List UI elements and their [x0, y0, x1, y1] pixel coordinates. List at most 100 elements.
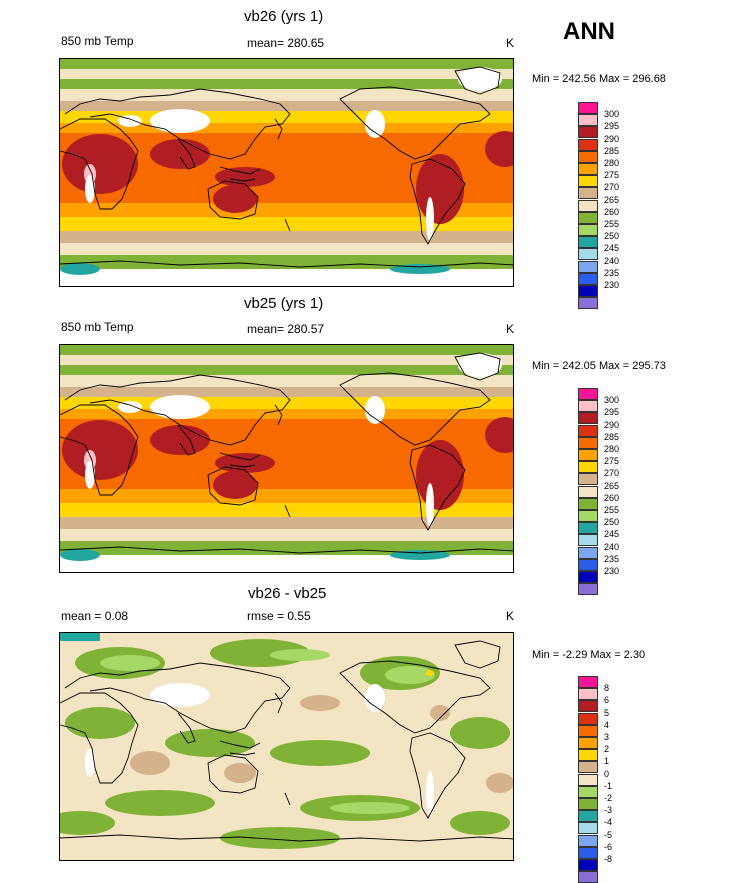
colorbar-swatch — [578, 737, 598, 749]
terrain-mask — [118, 401, 142, 413]
colorbar-tick-label: 255 — [604, 505, 620, 515]
temperature-band — [60, 101, 513, 111]
colorbar-swatch — [578, 798, 598, 810]
panel1-contour-plot — [60, 59, 513, 286]
coastline — [339, 660, 491, 734]
colorbar-swatch — [578, 400, 598, 413]
colorbar-swatch — [578, 583, 598, 596]
temperature-band — [60, 387, 513, 397]
colorbar-tick-label: 265 — [604, 194, 620, 205]
colorbar-swatch — [578, 485, 598, 498]
colorbar-swatch — [578, 461, 598, 474]
coastline — [219, 166, 261, 182]
temperature-band — [60, 355, 513, 365]
colorbar-swatch — [578, 712, 598, 725]
colorbar-tick-label: 4 — [604, 719, 610, 730]
colorbar-tick-label: 255 — [604, 219, 620, 229]
colorbar-swatch — [578, 114, 598, 127]
positive-anomaly — [486, 773, 513, 793]
coastline — [207, 180, 259, 220]
temperature-band — [60, 217, 513, 231]
coastline — [454, 640, 501, 669]
colorbar-swatch — [578, 822, 598, 835]
terrain-mask — [150, 395, 210, 419]
temperature-band — [60, 89, 513, 101]
colorbar-tick-label: 260 — [604, 492, 620, 503]
terrain-mask — [150, 109, 210, 133]
colorbar-tick-label: 2 — [604, 744, 610, 755]
negative-anomaly — [450, 717, 510, 749]
terrain-mask — [118, 115, 142, 127]
colorbar-tick-label: 275 — [604, 170, 620, 181]
temperature-band — [60, 203, 513, 217]
colorbar-tick-label: 280 — [604, 444, 620, 454]
terrain-mask — [458, 353, 502, 377]
panel1-minmax: Min = 242.56 Max = 296.68 — [532, 73, 666, 85]
colorbar-swatch — [578, 102, 598, 114]
coastline — [409, 732, 466, 819]
warm-region — [416, 154, 464, 224]
colorbar-tick-label: 250 — [604, 517, 620, 528]
warm-region — [485, 131, 513, 167]
positive-anomaly — [130, 751, 170, 775]
temperature-band — [60, 489, 513, 503]
colorbar-swatch — [578, 473, 598, 486]
colorbar-swatch — [578, 297, 598, 310]
coastline — [177, 138, 196, 170]
terrain-mask — [85, 461, 95, 489]
panel1-units: K — [506, 36, 515, 50]
colorbar-tick-label: 0 — [604, 768, 610, 779]
coastline — [60, 118, 139, 210]
negative-anomaly — [270, 740, 370, 766]
panel3-rmse: rmse = 0.55 — [247, 609, 311, 623]
terrain-mask — [85, 749, 95, 777]
colorbar-swatch — [578, 546, 598, 559]
colorbar-swatch — [578, 248, 598, 261]
colorbar-swatch — [578, 436, 598, 449]
colorbar-tick-label: 290 — [604, 419, 620, 430]
coastline — [274, 404, 291, 518]
panel3-contour-plot — [60, 633, 513, 860]
colorbar-swatch — [578, 163, 598, 175]
negative-anomaly — [220, 827, 340, 849]
colorbar-swatch — [578, 522, 598, 535]
coastline — [177, 712, 196, 744]
panel3-map — [59, 632, 514, 861]
colorbar-tick-label: -4 — [604, 817, 613, 828]
colorbar-tick-label: 240 — [604, 255, 620, 266]
colorbar-swatch — [578, 688, 598, 701]
panel1-variable: 850 mb Temp — [61, 34, 134, 48]
colorbar-tick-label: 270 — [604, 468, 620, 479]
temperature-band — [60, 365, 513, 375]
colorbar-tick-label: 6 — [604, 695, 610, 706]
panel1-title: vb26 (yrs 1) — [244, 8, 324, 25]
colorbar-tick-label: 300 — [604, 395, 620, 406]
cold-region — [60, 549, 100, 561]
colorbar-tick-label: 290 — [604, 133, 620, 144]
panel3-mean: mean = 0.08 — [61, 609, 129, 623]
temperature-band — [60, 503, 513, 517]
negative-anomaly — [165, 729, 255, 757]
colorbar-swatch — [578, 700, 598, 713]
colorbar-tick-label: 245 — [604, 529, 620, 540]
coastline — [60, 546, 513, 554]
colorbar-swatch — [578, 175, 598, 188]
colorbar-swatch — [578, 834, 598, 847]
colorbar-swatch — [578, 236, 598, 249]
coastline — [207, 466, 259, 506]
colorbar-tick-label: 230 — [604, 280, 620, 290]
colorbar-tick-label: 8 — [604, 683, 610, 694]
panel2-contour-plot — [60, 345, 513, 572]
colorbar-swatch — [578, 558, 598, 571]
colorbar-tick-label: -2 — [604, 793, 613, 803]
coastline — [64, 88, 291, 160]
temperature-band — [60, 375, 513, 387]
panel2-title: vb25 (yrs 1) — [244, 295, 324, 312]
coastline — [60, 834, 513, 842]
colorbar-swatch — [578, 859, 598, 871]
weak-negative-anomaly — [385, 666, 435, 684]
colorbar-tick-label: 230 — [604, 566, 620, 576]
antarctica-mask — [60, 269, 513, 286]
antarctica-mask — [60, 555, 513, 572]
coastline — [274, 118, 291, 232]
